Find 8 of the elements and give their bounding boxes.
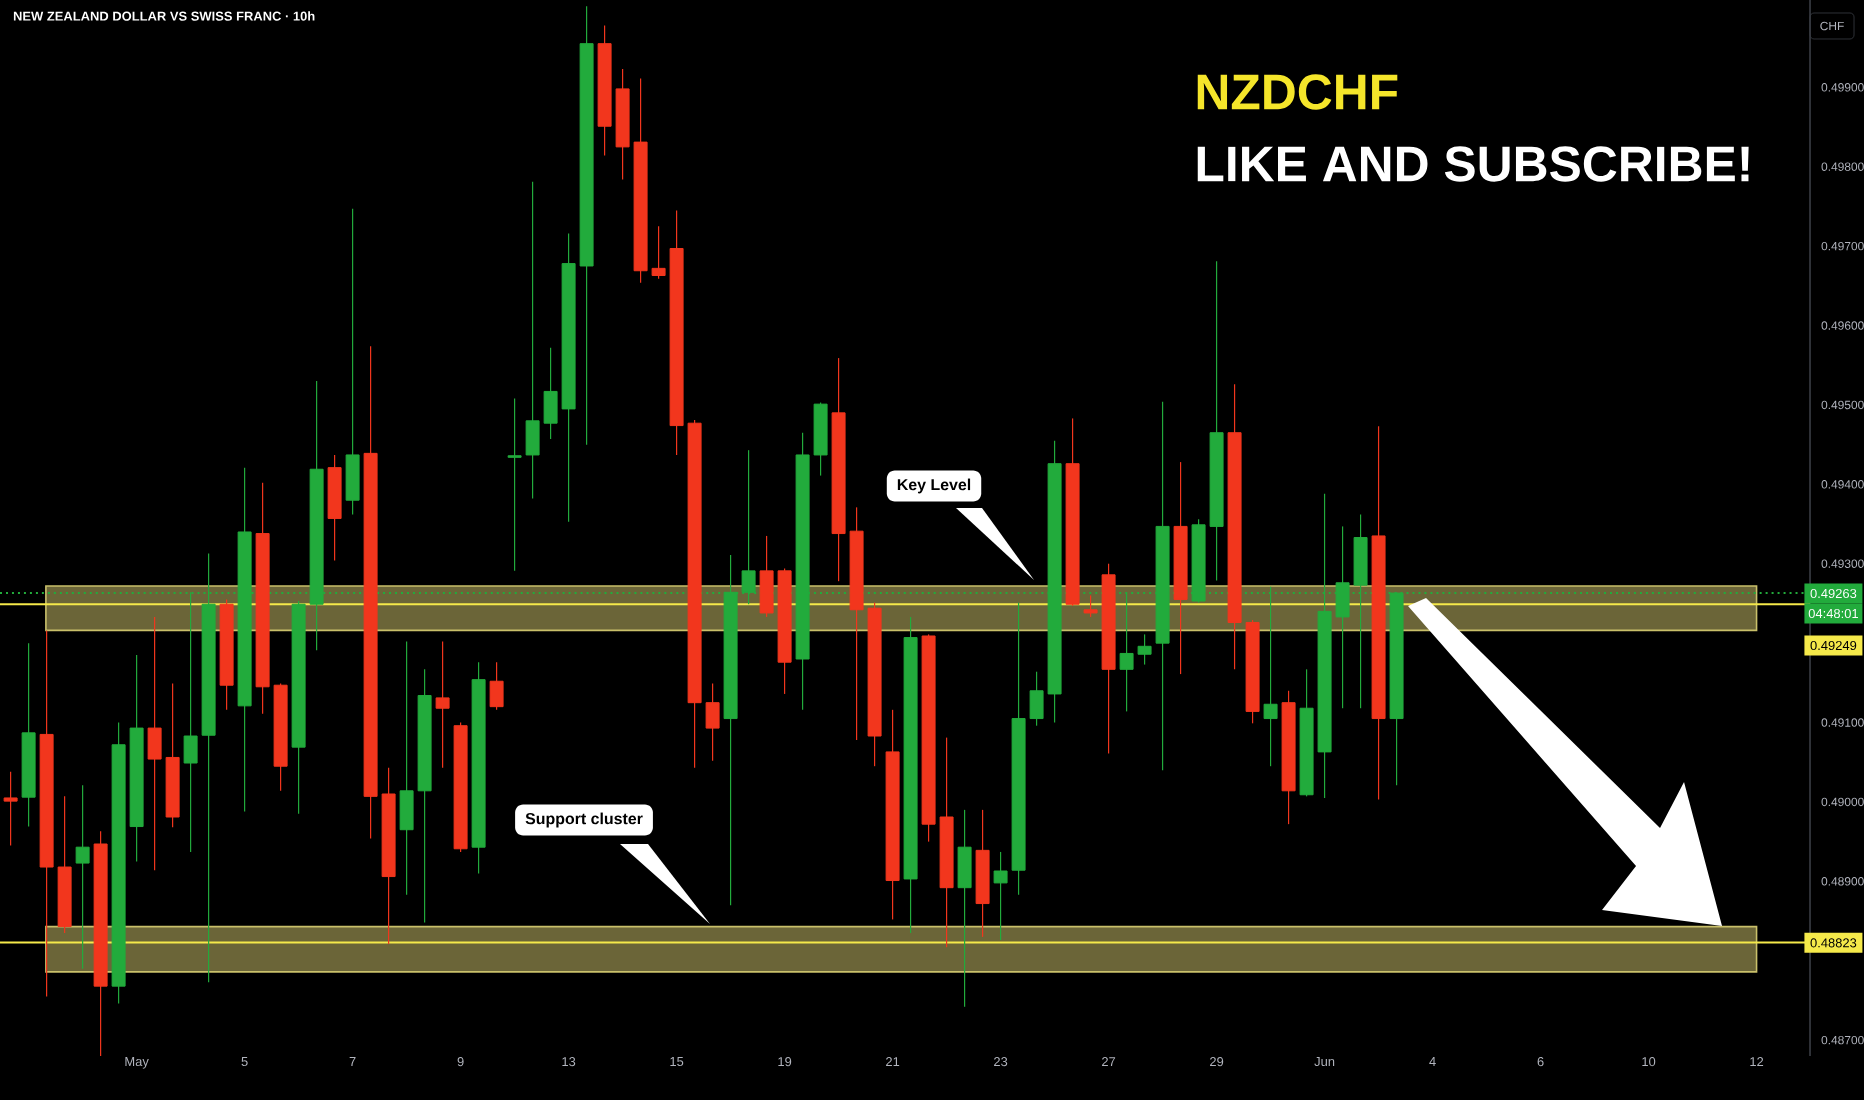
candlestick	[3, 771, 18, 847]
candlestick	[435, 640, 450, 769]
candlestick	[489, 661, 504, 711]
annotation: LIKE AND SUBSCRIBE!	[1197, 146, 1749, 182]
candlestick	[75, 784, 90, 970]
candlestick	[345, 208, 360, 516]
candlestick	[957, 809, 972, 1008]
annotation: NZDCHF	[1197, 74, 1398, 110]
